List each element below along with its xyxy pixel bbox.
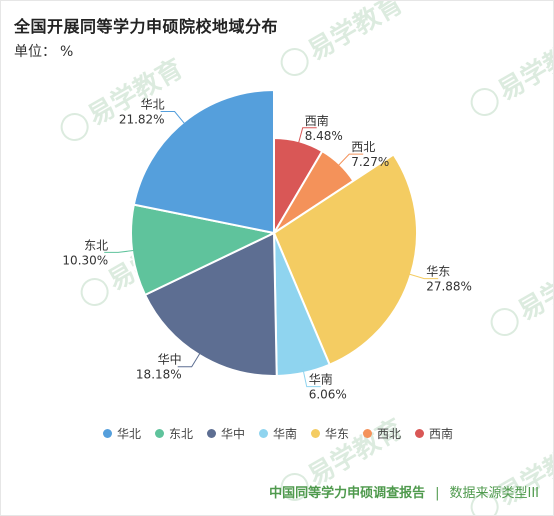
- legend-swatch-icon: [206, 429, 216, 438]
- unit-symbol: %: [60, 44, 74, 60]
- legend-swatch-icon: [258, 429, 268, 438]
- chart-title: 全国开展同等学力申硕院校地域分布: [14, 17, 279, 36]
- legend-item[interactable]: 西南: [415, 425, 453, 442]
- unit-label: 单位：%: [14, 41, 73, 61]
- slice-label-region: 西南: [305, 113, 329, 128]
- legend-swatch-icon: [154, 429, 164, 438]
- watermark-seal-icon: [60, 113, 89, 141]
- legend-swatch-icon: [102, 429, 112, 438]
- leader-line: [104, 248, 145, 253]
- slice-label-region: 西北: [351, 140, 375, 154]
- legend-item[interactable]: 华东: [311, 425, 349, 442]
- slice-label-region: 华东: [426, 265, 450, 279]
- watermark: 易学教育: [470, 28, 554, 116]
- legend-label: 华中: [220, 427, 245, 441]
- slice-label-value: 8.48%: [305, 129, 343, 143]
- slice-label-region: 华南: [309, 372, 333, 387]
- legend-item[interactable]: 华中: [206, 425, 245, 442]
- slice-label-region: 东北: [84, 238, 108, 252]
- footer-source: 数据来源类型III: [449, 486, 539, 501]
- legend-swatch-icon: [415, 429, 425, 438]
- legend-label: 东北: [168, 427, 193, 441]
- legend-label: 华东: [325, 427, 350, 441]
- legend-item[interactable]: 东北: [154, 425, 193, 442]
- slice-label-region: 华中: [158, 352, 182, 367]
- slice-label-value: 27.88%: [426, 280, 472, 294]
- footer-report: 中国同等学力申硕调查报告: [269, 486, 426, 501]
- watermark-seal-icon: [470, 88, 499, 116]
- watermark-text: 易学教育: [303, 1, 409, 67]
- slice-label-value: 18.18%: [136, 368, 182, 382]
- chart-legend: 华北 东北 华中 华南 华东 西北 西南: [1, 425, 553, 442]
- slice-label-value: 10.30%: [62, 253, 108, 267]
- leader-lines: [104, 111, 439, 388]
- legend-label: 华北: [116, 427, 141, 441]
- watermark: 易学教育: [280, 1, 409, 76]
- slice-label-value: 7.27%: [351, 155, 389, 169]
- legend-item[interactable]: 华南: [258, 425, 297, 442]
- watermark-text: 易学教育: [493, 28, 554, 107]
- unit-label-text: 单位：: [14, 44, 56, 60]
- watermark: 易学教育: [490, 248, 554, 336]
- footer-separator: |: [435, 486, 440, 501]
- watermark: 易学教育: [60, 53, 188, 141]
- slice-label-value: 21.82%: [119, 113, 165, 127]
- leader-line: [330, 153, 364, 174]
- watermark-seal-icon: [80, 278, 109, 306]
- legend-swatch-icon: [311, 429, 320, 438]
- slice-label-region: 华北: [141, 98, 165, 112]
- leader-line: [295, 127, 317, 154]
- pie-slices: [130, 89, 418, 377]
- watermark: 易学教育: [470, 433, 553, 515]
- legend-label: 西南: [429, 427, 454, 441]
- leader-line: [177, 344, 206, 368]
- leader-line: [399, 270, 439, 280]
- leader-line: [160, 111, 192, 132]
- watermark-seal-icon: [490, 308, 519, 336]
- footer: 中国同等学力申硕调查报告 | 数据来源类型III: [269, 482, 539, 501]
- watermark-text: 易学教育: [513, 248, 554, 327]
- legend-swatch-icon: [363, 429, 373, 438]
- watermark-seal-icon: [280, 48, 309, 76]
- legend-label: 华南: [272, 427, 297, 441]
- legend-item[interactable]: 西北: [363, 425, 401, 442]
- leader-line: [300, 360, 321, 388]
- slice-label-value: 6.06%: [309, 388, 347, 402]
- legend-label: 西北: [377, 427, 402, 441]
- legend-item[interactable]: 华北: [102, 425, 141, 442]
